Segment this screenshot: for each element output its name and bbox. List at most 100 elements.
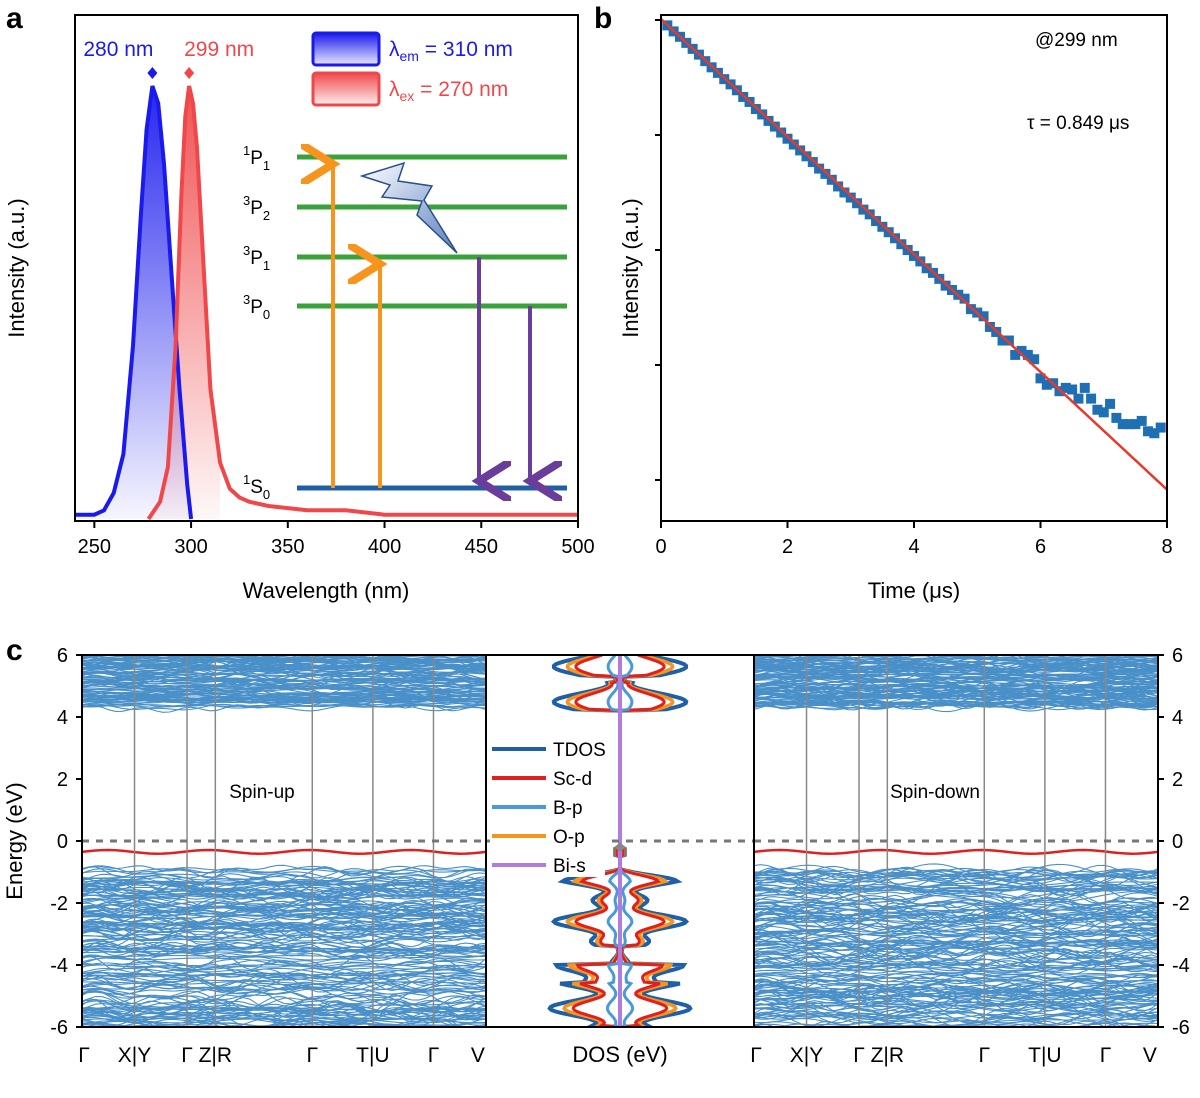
y-tick-label-right: -2 xyxy=(1172,893,1190,915)
conduction-band xyxy=(82,672,486,684)
decay-point xyxy=(1098,407,1109,418)
valence-band xyxy=(82,903,486,918)
valence-band xyxy=(754,1002,1158,1012)
decay-point xyxy=(959,293,970,304)
k-point-label: Γ xyxy=(978,1044,990,1067)
valence-band xyxy=(754,874,1158,894)
y-tick-label: -6 xyxy=(50,1017,68,1039)
k-point-label: T|U xyxy=(1028,1044,1061,1067)
decay-point xyxy=(1003,335,1014,346)
valence-band xyxy=(82,967,486,975)
valence-band xyxy=(82,977,486,984)
k-point-label: Γ xyxy=(1100,1044,1112,1067)
valence-band xyxy=(82,902,486,910)
valence-band xyxy=(82,921,486,929)
panel-a-chart: 250 300 350 400 450 500 280 nm 299 nm λem = 3… xyxy=(4,14,595,603)
valence-band xyxy=(82,963,486,969)
conduction-band xyxy=(754,700,1158,710)
valence-band xyxy=(754,907,1158,917)
conduction-band xyxy=(82,694,486,704)
decay-point xyxy=(1130,419,1141,430)
valence-band xyxy=(754,885,1158,893)
decay-point xyxy=(820,168,831,179)
valence-band xyxy=(754,946,1158,957)
valence-band xyxy=(754,872,1158,884)
valence-band xyxy=(82,1022,486,1027)
conduction-band xyxy=(82,700,486,713)
impurity-band xyxy=(754,848,1158,855)
decay-point xyxy=(1022,349,1033,360)
label-1S0: 1S0 xyxy=(243,472,270,502)
decay-point xyxy=(1079,382,1090,393)
decay-point xyxy=(1035,373,1046,384)
label-spin-up: Spin-up xyxy=(229,782,295,803)
valence-band xyxy=(82,988,486,1004)
impurity-band xyxy=(82,848,486,855)
axis-label-time: Time (μs) xyxy=(868,578,961,603)
valence-band xyxy=(754,998,1158,1018)
valence-band xyxy=(82,1028,486,1031)
k-point-label: Γ xyxy=(428,1044,440,1067)
conduction-band xyxy=(82,683,486,694)
conduction-band xyxy=(754,672,1158,680)
valence-band xyxy=(754,1020,1158,1027)
x-tick-label: 400 xyxy=(368,536,401,558)
valence-band xyxy=(82,968,486,987)
x-tick-label: 350 xyxy=(271,536,304,558)
decay-point xyxy=(1105,398,1116,409)
annotation-lifetime: τ = 0.849 μs xyxy=(1027,113,1129,134)
decay-point xyxy=(795,145,806,156)
x-tick-label: 8 xyxy=(1161,536,1172,558)
valence-band xyxy=(754,968,1158,974)
decay-point xyxy=(1092,404,1103,415)
valence-band xyxy=(754,935,1158,950)
axis-label-dos: DOS (eV) xyxy=(572,1042,667,1067)
valence-band xyxy=(82,955,486,958)
valence-band xyxy=(82,942,486,953)
band-structure-spin-down xyxy=(754,655,1158,1027)
conduction-band xyxy=(754,675,1158,688)
decay-point xyxy=(1124,419,1135,430)
decay-point xyxy=(1041,379,1052,390)
valence-band xyxy=(82,956,486,961)
conduction-band xyxy=(754,692,1158,702)
conduction-band xyxy=(82,672,486,682)
decay-fit-line xyxy=(661,18,1167,491)
valence-band xyxy=(82,954,486,971)
valence-band xyxy=(754,940,1158,946)
k-point-label: Z|R xyxy=(871,1044,904,1067)
valence-band xyxy=(754,927,1158,936)
decay-point xyxy=(839,187,850,198)
valence-band xyxy=(754,977,1158,993)
k-point-label: Γ xyxy=(181,1044,193,1067)
valence-band xyxy=(754,866,1158,884)
valence-band xyxy=(82,993,486,1007)
valence-band xyxy=(754,876,1158,895)
valence-band xyxy=(754,976,1158,988)
valence-band xyxy=(754,952,1158,967)
decay-point xyxy=(1155,422,1166,433)
label-3P2: 3P2 xyxy=(243,193,270,223)
valence-band xyxy=(82,990,486,1006)
valence-band xyxy=(82,981,486,990)
valence-band xyxy=(82,963,486,982)
panel-label-b: b xyxy=(594,2,612,35)
conduction-band xyxy=(82,690,486,695)
decay-point xyxy=(852,198,863,209)
decay-point xyxy=(826,174,837,185)
decay-point xyxy=(1086,393,1097,404)
valence-band xyxy=(754,990,1158,1003)
conduction-band xyxy=(754,684,1158,697)
k-point-label: Γ xyxy=(750,1044,762,1067)
valence-band xyxy=(82,1002,486,1014)
decay-point xyxy=(1067,384,1078,395)
conduction-band xyxy=(754,700,1158,705)
conduction-band xyxy=(754,668,1158,673)
decay-point xyxy=(1136,415,1147,426)
conduction-band xyxy=(82,646,486,652)
panel-a-frame xyxy=(74,14,579,522)
valence-band xyxy=(82,949,486,954)
k-point-label: Z|R xyxy=(199,1044,232,1067)
y-tick-label: -2 xyxy=(50,893,68,915)
panel-label-a: a xyxy=(6,2,23,35)
